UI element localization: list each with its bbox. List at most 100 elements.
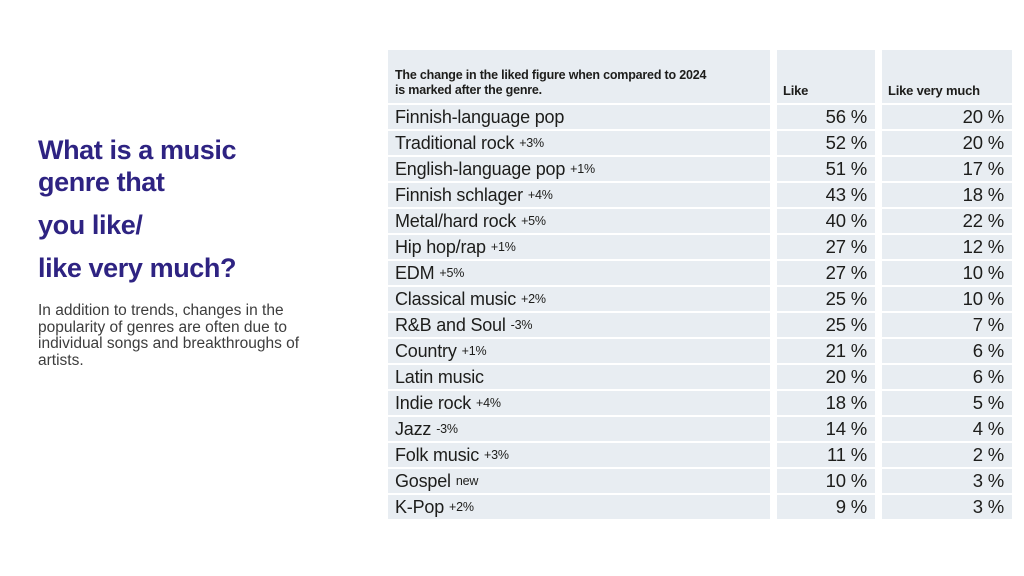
- slide-description-line: artists.: [38, 351, 84, 369]
- like-very-much-value: 6 %: [882, 365, 1012, 389]
- genre-cell: R&B and Soul -3%: [388, 313, 770, 337]
- slide-title-line: What is a music: [38, 135, 237, 165]
- table-row: Gospel new 10 % 3 %: [388, 469, 1012, 493]
- genre-label: Jazz: [395, 418, 432, 439]
- slide-description-line: popularity of genres are often due to: [38, 318, 288, 336]
- like-very-much-value: 3 %: [882, 495, 1012, 519]
- like-very-much-value: 17 %: [882, 157, 1012, 181]
- genre-label: English-language pop: [395, 158, 566, 179]
- genre-label: Traditional rock: [395, 132, 515, 153]
- like-very-much-value: 20 %: [882, 105, 1012, 129]
- like-very-much-column-header-cell: Like very much: [882, 50, 1012, 103]
- genre-cell: Country +1%: [388, 339, 770, 363]
- genre-cell: Indie rock +4%: [388, 391, 770, 415]
- like-column-header: Like: [783, 83, 809, 98]
- slide-description-line: individual songs and breakthroughs of: [38, 335, 300, 352]
- genre-cell: K-Pop +2%: [388, 495, 770, 519]
- like-value: 40 %: [777, 209, 875, 233]
- like-value: 27 %: [777, 235, 875, 259]
- like-value: 56 %: [777, 105, 875, 129]
- slide-title-line: you like/: [38, 210, 143, 240]
- genre-label: K-Pop: [395, 496, 445, 517]
- genre-label: Latin music: [395, 366, 484, 387]
- genre-label: Gospel: [395, 470, 451, 491]
- table-header-row: The change in the liked figure when comp…: [388, 50, 1012, 103]
- genre-cell: EDM +5%: [388, 261, 770, 285]
- like-value: 21 %: [777, 339, 875, 363]
- genre-popularity-table: The change in the liked figure when comp…: [388, 50, 1012, 519]
- like-value: 18 %: [777, 391, 875, 415]
- like-very-much-value: 10 %: [882, 287, 1012, 311]
- genre-label: EDM: [395, 262, 435, 283]
- table-row: Folk music +3% 11 % 2 %: [388, 443, 1012, 467]
- like-very-much-value: 2 %: [882, 443, 1012, 467]
- like-value: 52 %: [777, 131, 875, 155]
- like-value: 10 %: [777, 469, 875, 493]
- genre-cell: Classical music +2%: [388, 287, 770, 311]
- genre-change-label: -3%: [436, 422, 458, 436]
- like-value: 51 %: [777, 157, 875, 181]
- genre-label: R&B and Soul: [395, 314, 506, 335]
- genre-label: Hip hop/rap: [395, 236, 486, 257]
- table-row: Finnish-language pop 56 % 20 %: [388, 105, 1012, 129]
- table-row: K-Pop +2% 9 % 3 %: [388, 495, 1012, 519]
- table-row: R&B and Soul -3% 25 % 7 %: [388, 313, 1012, 337]
- genre-change-label: +1%: [461, 344, 487, 358]
- genre-cell: Finnish schlager +4%: [388, 183, 770, 207]
- like-value: 20 %: [777, 365, 875, 389]
- genre-cell: Gospel new: [388, 469, 770, 493]
- like-value: 11 %: [777, 443, 875, 467]
- like-very-much-value: 6 %: [882, 339, 1012, 363]
- genre-change-label: +3%: [519, 136, 544, 150]
- table-note-line: is marked after the genre.: [395, 83, 542, 97]
- table-row: Metal/hard rock +5% 40 % 22 %: [388, 209, 1012, 233]
- like-value: 9 %: [777, 495, 875, 519]
- genre-change-label: +2%: [521, 292, 546, 306]
- like-value: 25 %: [777, 287, 875, 311]
- genre-change-label: +4%: [527, 188, 553, 202]
- like-very-much-value: 4 %: [882, 417, 1012, 441]
- genre-change-label: -3%: [510, 318, 533, 332]
- like-very-much-value: 12 %: [882, 235, 1012, 259]
- table-row: Finnish schlager +4% 43 % 18 %: [388, 183, 1012, 207]
- table-note-line: The change in the liked figure when comp…: [395, 68, 707, 82]
- genre-cell: Traditional rock +3%: [388, 131, 770, 155]
- genre-label: Metal/hard rock: [395, 210, 517, 231]
- slide-title-line: genre that: [38, 167, 165, 197]
- slide-title-line: like very much?: [38, 253, 237, 283]
- table-row: Latin music 20 % 6 %: [388, 365, 1012, 389]
- like-very-much-column-header: Like very much: [888, 83, 980, 98]
- like-value: 27 %: [777, 261, 875, 285]
- table-body: Finnish-language pop 56 % 20 % Tradition…: [388, 105, 1012, 519]
- genre-cell: English-language pop +1%: [388, 157, 770, 181]
- genre-label: Finnish schlager: [395, 184, 523, 205]
- genre-label: Indie rock: [395, 392, 472, 413]
- genre-cell: Jazz -3%: [388, 417, 770, 441]
- table-row: Indie rock +4% 18 % 5 %: [388, 391, 1012, 415]
- like-value: 43 %: [777, 183, 875, 207]
- like-column-header-cell: Like: [777, 50, 875, 103]
- table-row: Hip hop/rap +1% 27 % 12 %: [388, 235, 1012, 259]
- slide-description: In addition to trends, changes in the po…: [38, 302, 358, 369]
- genre-label: Finnish-language pop: [395, 106, 565, 127]
- table-note-cell: The change in the liked figure when comp…: [388, 50, 770, 103]
- genre-change-label: +2%: [449, 500, 474, 514]
- genre-cell: Metal/hard rock +5%: [388, 209, 770, 233]
- genre-cell: Folk music +3%: [388, 443, 770, 467]
- genre-label: Country: [395, 340, 457, 361]
- like-very-much-value: 18 %: [882, 183, 1012, 207]
- table-row: Jazz -3% 14 % 4 %: [388, 417, 1012, 441]
- table-row: Country +1% 21 % 6 %: [388, 339, 1012, 363]
- table-row: English-language pop +1% 51 % 17 %: [388, 157, 1012, 181]
- genre-change-label: +1%: [490, 240, 516, 254]
- like-very-much-value: 7 %: [882, 313, 1012, 337]
- like-very-much-value: 3 %: [882, 469, 1012, 493]
- genre-change-label: +5%: [439, 266, 465, 280]
- like-very-much-value: 5 %: [882, 391, 1012, 415]
- genre-change-label: +3%: [484, 448, 509, 462]
- table-row: Classical music +2% 25 % 10 %: [388, 287, 1012, 311]
- like-very-much-value: 22 %: [882, 209, 1012, 233]
- like-value: 14 %: [777, 417, 875, 441]
- like-value: 25 %: [777, 313, 875, 337]
- genre-label: Folk music: [395, 444, 480, 465]
